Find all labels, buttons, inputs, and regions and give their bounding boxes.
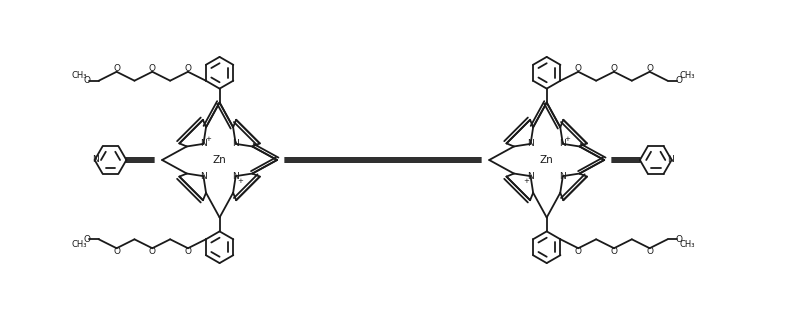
Text: N: N <box>93 156 99 164</box>
Text: O: O <box>575 247 582 256</box>
Text: CH₃: CH₃ <box>71 71 87 80</box>
Text: O: O <box>184 247 192 256</box>
Text: CH₃: CH₃ <box>680 240 695 249</box>
Text: N: N <box>667 156 674 164</box>
Text: O: O <box>83 235 90 244</box>
Text: N: N <box>232 140 239 148</box>
Text: O: O <box>676 235 683 244</box>
Text: O: O <box>113 64 120 73</box>
Text: O: O <box>676 76 683 85</box>
Text: O: O <box>610 247 618 256</box>
Text: N: N <box>200 140 207 148</box>
Text: +: + <box>237 178 243 184</box>
Text: +: + <box>205 136 211 142</box>
Text: N: N <box>200 172 207 180</box>
Text: O: O <box>184 64 192 73</box>
Text: N: N <box>232 172 239 180</box>
Text: Zn: Zn <box>213 155 227 165</box>
Text: CH₃: CH₃ <box>71 240 87 249</box>
Text: N: N <box>559 172 567 180</box>
Text: +: + <box>564 136 571 142</box>
Text: O: O <box>646 247 653 256</box>
Text: O: O <box>113 247 120 256</box>
Text: O: O <box>575 64 582 73</box>
Text: Zn: Zn <box>539 155 554 165</box>
Text: N: N <box>527 172 534 180</box>
Text: +: + <box>523 178 529 184</box>
Text: O: O <box>148 247 156 256</box>
Text: N: N <box>559 140 567 148</box>
Text: CH₃: CH₃ <box>680 71 695 80</box>
Text: N: N <box>527 140 534 148</box>
Text: O: O <box>610 64 618 73</box>
Text: O: O <box>83 76 90 85</box>
Text: O: O <box>646 64 653 73</box>
Text: O: O <box>148 64 156 73</box>
